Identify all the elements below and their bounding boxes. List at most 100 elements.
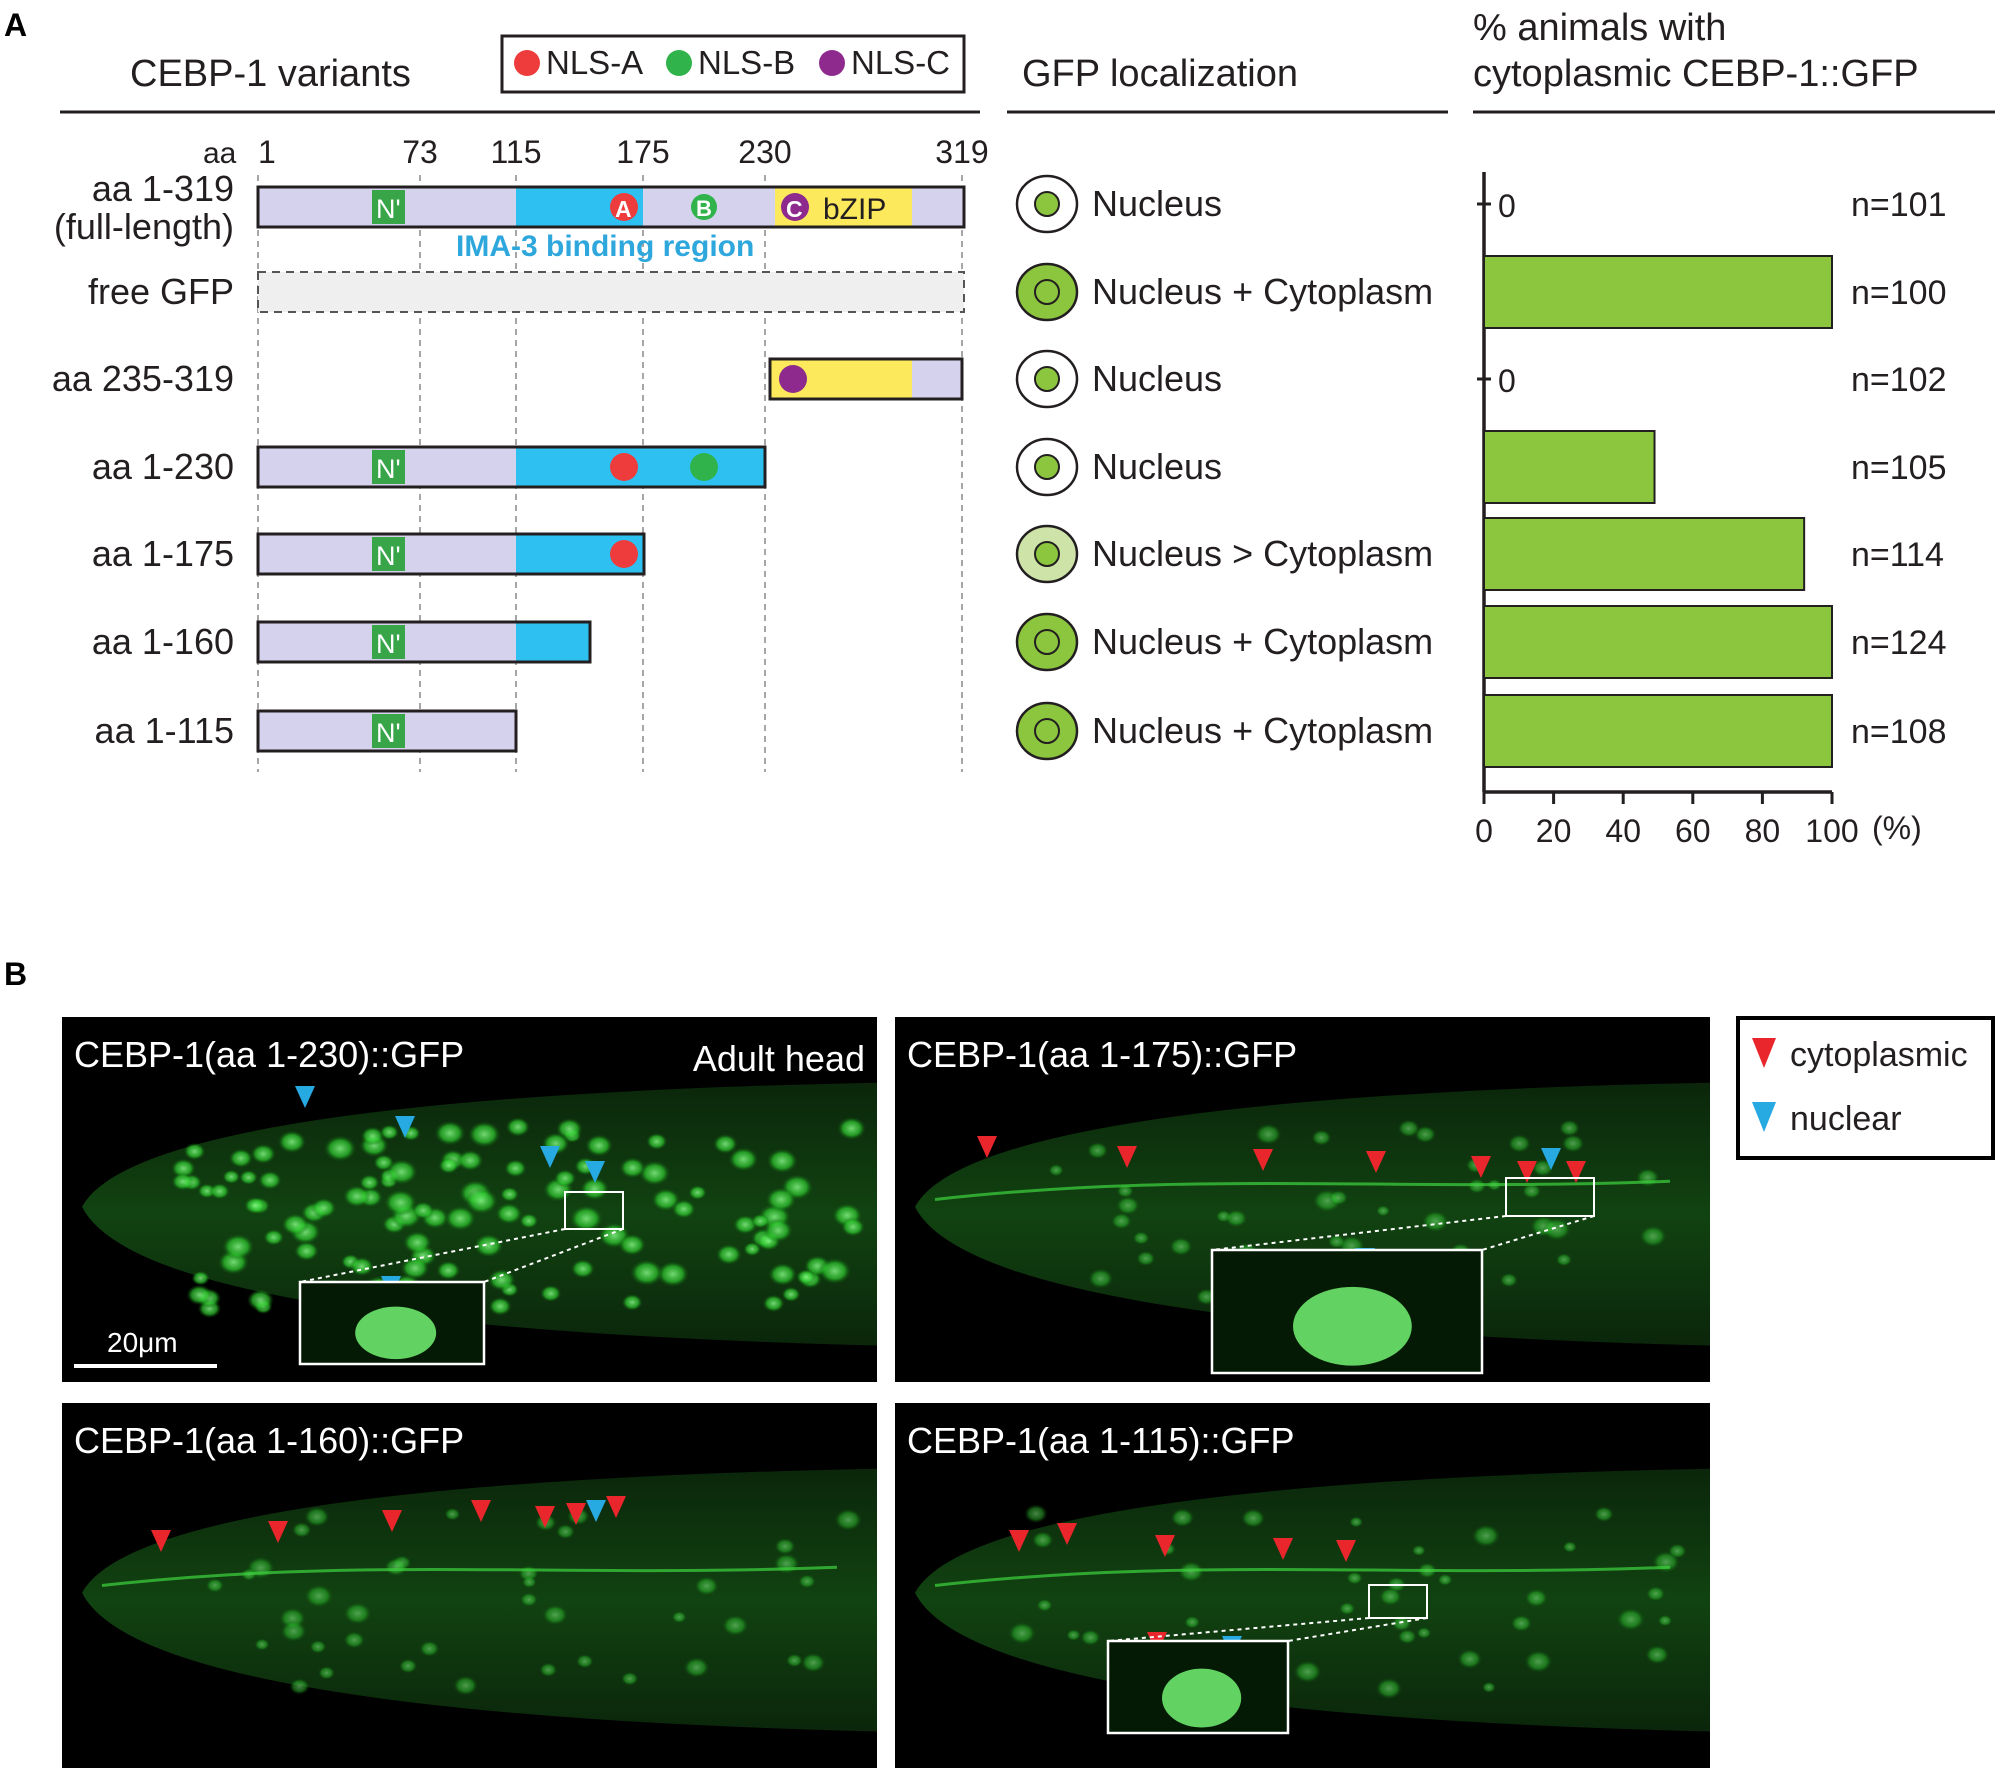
gfp-cell <box>280 1620 307 1642</box>
gfp-cell <box>555 1523 576 1540</box>
aa-tick-label: 319 <box>935 134 988 170</box>
aa-prefix: aa <box>203 137 237 170</box>
variant-bar-1-160: N' <box>256 620 592 664</box>
nls-c-legend-label: NLS-C <box>851 44 950 81</box>
ima3-binding-label: IMA-3 binding region <box>456 230 754 263</box>
gfp-cell <box>671 1199 696 1219</box>
arrow-legend: cytoplasmic nuclear <box>1736 1016 1995 1160</box>
localization-header: GFP localization <box>1022 53 1298 95</box>
gfp-cell <box>1024 1504 1048 1524</box>
localization-label: Nucleus <box>1092 446 1222 487</box>
gfp-cell <box>774 1537 796 1555</box>
gfp-cell <box>728 1147 759 1172</box>
gfp-cell <box>1031 1531 1054 1549</box>
gfp-cell <box>1555 1253 1573 1267</box>
n-label: n=108 <box>1851 713 1947 751</box>
gfp-cell <box>487 1268 516 1292</box>
gfp-cell <box>1397 1628 1417 1645</box>
micrograph-stage-label: Adult head <box>693 1038 865 1079</box>
gfp-cell <box>715 1243 743 1265</box>
gfp-cell <box>840 1217 866 1237</box>
gfp-cell <box>411 1201 435 1220</box>
x-tick-label: 100 <box>1805 813 1858 849</box>
cytoplasmic-arrow-icon <box>977 1136 997 1158</box>
cytoplasmic-arrow-icon <box>1471 1156 1491 1178</box>
gfp-cell <box>785 1653 804 1668</box>
x-tick-label: 40 <box>1605 813 1641 849</box>
chart-bar <box>1483 605 1833 679</box>
aa-tick-label: 230 <box>738 134 791 170</box>
gfp-cell <box>1375 1677 1403 1700</box>
gfp-cell <box>750 1213 770 1229</box>
gfp-cell <box>1110 1212 1132 1230</box>
gfp-cell <box>519 1213 539 1229</box>
gfp-cell <box>222 1169 241 1185</box>
gfp-cell <box>291 1521 312 1538</box>
nucleus-icon <box>1034 541 1060 567</box>
gfp-cell <box>1240 1508 1266 1529</box>
gfp-cell <box>712 1133 738 1154</box>
variant-bar-full-length: N' A B C bZIP <box>256 185 966 229</box>
n-term-label: N' <box>376 194 401 224</box>
chart-bar <box>1483 255 1833 329</box>
nuclear-arrow-icon <box>585 1161 605 1183</box>
micrograph-title: CEBP-1(aa 1-175)::GFP <box>907 1034 1297 1075</box>
gfp-cell <box>1338 1602 1356 1616</box>
gfp-cell <box>343 1631 366 1649</box>
chart-bar <box>1483 517 1806 591</box>
gfp-cell <box>539 1662 558 1678</box>
localization-row: Nucleus <box>1015 437 1222 497</box>
gfp-cell <box>1437 1573 1453 1586</box>
localization-label: Nucleus + Cytoplasm <box>1092 271 1433 312</box>
gfp-cell <box>186 1284 213 1306</box>
variant-label: aa 1-115 <box>95 710 234 751</box>
gfp-cell <box>1521 1183 1542 1199</box>
gfp-cell <box>170 1158 196 1179</box>
localization-label: Nucleus > Cytoplasm <box>1092 533 1433 574</box>
aa-tick-label: 1 <box>258 134 276 170</box>
gfp-cell <box>317 1665 336 1680</box>
gfp-cell <box>837 1116 867 1141</box>
neurite <box>934 1565 1671 1587</box>
micrograph-title: CEBP-1(aa 1-115)::GFP <box>907 1420 1294 1461</box>
gfp-cell <box>1471 1524 1501 1548</box>
gfp-cell <box>1066 1629 1081 1641</box>
cytoplasmic-arrow-label: cytoplasmic <box>1790 1036 1968 1074</box>
localization-row: Nucleus <box>1015 174 1222 234</box>
gfp-cell <box>250 1143 277 1165</box>
nuclear-arrow-icon <box>295 1086 315 1108</box>
gfp-cell <box>1510 1614 1533 1632</box>
gfp-cell <box>1170 1507 1195 1528</box>
gfp-cell <box>766 1148 798 1174</box>
inset-cell <box>1293 1286 1412 1366</box>
gfp-cell <box>281 1213 310 1236</box>
x-tick-label: 60 <box>1675 813 1711 849</box>
gfp-cell <box>349 1256 375 1277</box>
gfp-cell <box>323 1135 357 1162</box>
nuclear-arrow-icon <box>540 1146 560 1168</box>
gfp-cell <box>800 1652 826 1673</box>
gfp-cell <box>1048 1163 1064 1177</box>
gfp-cell <box>1293 1660 1322 1684</box>
gfp-cell <box>205 1578 225 1593</box>
n-label: n=102 <box>1851 361 1947 399</box>
nls-a-legend-dot <box>514 50 540 76</box>
cytoplasmic-percent-chart: 0 20 40 60 80 100 (%) 0 n=101 n=100 0 n=102 n=105 n=1… <box>1475 172 1947 849</box>
gfp-cell <box>360 1126 385 1146</box>
gfp-cell <box>620 1671 639 1686</box>
gfp-cell <box>539 1284 562 1303</box>
nls-a-legend-label: NLS-A <box>546 44 643 81</box>
gfp-cell <box>1328 1189 1349 1206</box>
localization-row: Nucleus + Cytoplasm <box>1015 612 1433 672</box>
zoom-source-box <box>564 1191 624 1230</box>
gfp-cell <box>183 1142 206 1161</box>
gfp-cell <box>1116 1183 1134 1198</box>
gfp-cell <box>1311 1129 1332 1146</box>
nls-b-legend-dot <box>666 50 692 76</box>
nls-b-marker-label: B <box>696 196 712 221</box>
gfp-cell <box>645 1132 668 1151</box>
nls-a-marker-label: A <box>615 196 632 222</box>
cytoplasmic-arrow-icon <box>1752 1038 1776 1068</box>
nls-c-marker-label: C <box>786 196 803 222</box>
